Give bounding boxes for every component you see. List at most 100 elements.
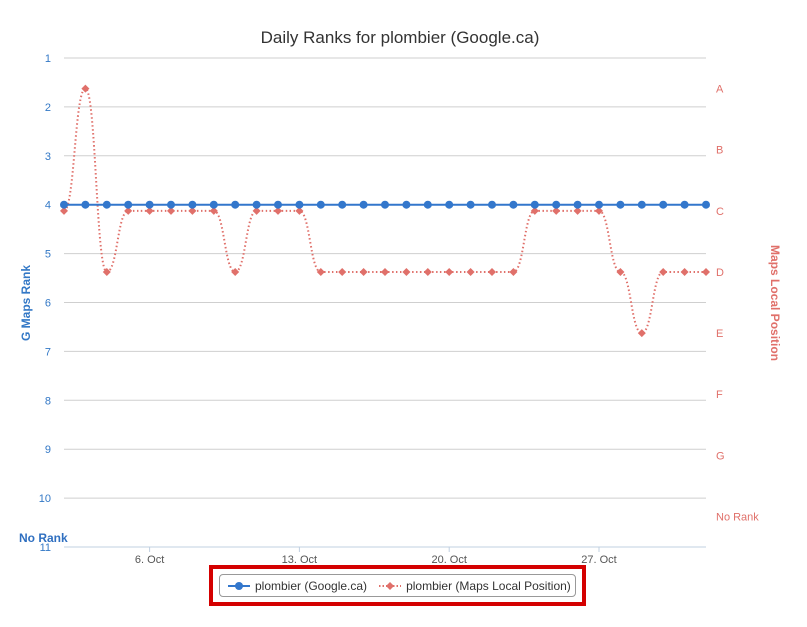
series-line	[63, 87, 706, 335]
data-point	[252, 200, 261, 209]
x-tick-label: 13. Oct	[282, 554, 317, 566]
data-point	[209, 206, 218, 215]
data-point	[530, 200, 539, 209]
data-point	[338, 267, 347, 276]
legend-item-maps[interactable]: plombier (Maps Local Position)	[379, 579, 571, 593]
left-tick-label: 7	[45, 346, 51, 358]
data-point	[488, 267, 496, 276]
legend-line-circle-icon	[228, 581, 250, 590]
data-point	[338, 200, 347, 209]
data-point	[188, 200, 197, 209]
data-point	[445, 267, 454, 276]
right-tick-label: C	[716, 206, 724, 218]
right-tick-label: No Rank	[716, 511, 759, 523]
data-point	[530, 206, 539, 215]
data-point	[702, 200, 710, 209]
left-tick-label: 1	[45, 53, 51, 65]
data-point	[60, 200, 68, 209]
data-point	[359, 267, 368, 276]
data-point	[316, 200, 325, 209]
data-point	[145, 206, 154, 215]
chart-title: Daily Ranks for plombier (Google.ca)	[261, 28, 540, 47]
data-point	[595, 200, 603, 209]
left-axis-ticks: 1 2 3 4 5 6 7 8 9 10 11	[39, 53, 51, 554]
data-point	[359, 200, 368, 209]
data-point	[102, 267, 111, 276]
right-tick-label: G	[716, 450, 725, 462]
data-point	[167, 206, 175, 215]
data-point	[509, 200, 518, 209]
legend: plombier (Google.ca) plombier (Maps Loca…	[219, 574, 576, 597]
data-point	[252, 206, 261, 215]
data-point	[145, 200, 154, 209]
right-axis-title: Maps Local Position	[768, 245, 782, 361]
legend-label-maps: plombier (Maps Local Position)	[406, 578, 571, 593]
data-point	[680, 267, 689, 276]
series-layer	[60, 84, 710, 338]
data-point	[316, 267, 325, 276]
left-tick-label: 10	[39, 493, 51, 505]
right-tick-label: D	[716, 267, 724, 279]
left-tick-label: 2	[45, 102, 51, 114]
data-point	[659, 200, 668, 209]
data-point	[552, 206, 561, 215]
data-point	[466, 200, 475, 209]
data-point	[637, 200, 646, 209]
data-point	[445, 200, 454, 209]
legend-item-google[interactable]: plombier (Google.ca)	[228, 579, 367, 593]
series-maps	[60, 84, 710, 338]
data-point	[381, 200, 389, 209]
data-point	[274, 200, 282, 209]
data-point	[124, 200, 133, 209]
series-google	[60, 200, 710, 209]
grid-lines	[64, 57, 706, 548]
data-point	[274, 206, 282, 215]
data-point	[81, 200, 90, 209]
data-point	[573, 206, 582, 215]
data-point	[81, 84, 90, 93]
data-point	[637, 329, 646, 338]
data-point	[466, 267, 475, 276]
data-point	[231, 200, 240, 209]
x-tick-label: 6. Oct	[135, 554, 164, 566]
data-point	[381, 267, 389, 276]
left-tick-label: 5	[45, 249, 51, 261]
data-point	[573, 200, 582, 209]
left-axis-title: G Maps Rank	[19, 265, 33, 341]
data-point	[488, 200, 496, 209]
data-point	[552, 200, 561, 209]
data-point	[209, 200, 218, 209]
data-point	[231, 267, 240, 276]
x-axis-ticks: 6. Oct 13. Oct 20. Oct 27. Oct	[135, 547, 617, 566]
left-no-rank-label: No Rank	[19, 531, 68, 545]
data-point	[509, 267, 518, 276]
data-point	[60, 206, 68, 215]
data-point	[102, 200, 111, 209]
data-point	[402, 200, 411, 209]
data-point	[616, 200, 625, 209]
x-tick-label: 20. Oct	[431, 554, 466, 566]
data-point	[295, 206, 304, 215]
data-point	[188, 206, 197, 215]
legend-highlight-box: plombier (Google.ca) plombier (Maps Loca…	[209, 565, 586, 606]
data-point	[659, 267, 668, 276]
left-tick-label: 11	[40, 542, 51, 554]
left-tick-label: 6	[45, 298, 51, 310]
left-tick-label: 9	[45, 444, 51, 456]
right-axis-ticks: A B C D E F G No Rank	[716, 84, 759, 524]
legend-line-diamond-icon	[379, 581, 402, 590]
legend-label-google: plombier (Google.ca)	[255, 578, 368, 593]
data-point	[167, 200, 175, 209]
data-point	[702, 267, 710, 276]
right-tick-label: F	[716, 389, 723, 401]
left-tick-label: 8	[45, 395, 51, 407]
left-tick-label: 3	[45, 151, 51, 163]
data-point	[595, 206, 603, 215]
data-point	[423, 200, 432, 209]
x-tick-label: 27. Oct	[581, 554, 616, 566]
right-tick-label: E	[716, 328, 723, 340]
data-point	[124, 206, 133, 215]
right-tick-label: A	[716, 84, 724, 96]
data-point	[680, 200, 689, 209]
